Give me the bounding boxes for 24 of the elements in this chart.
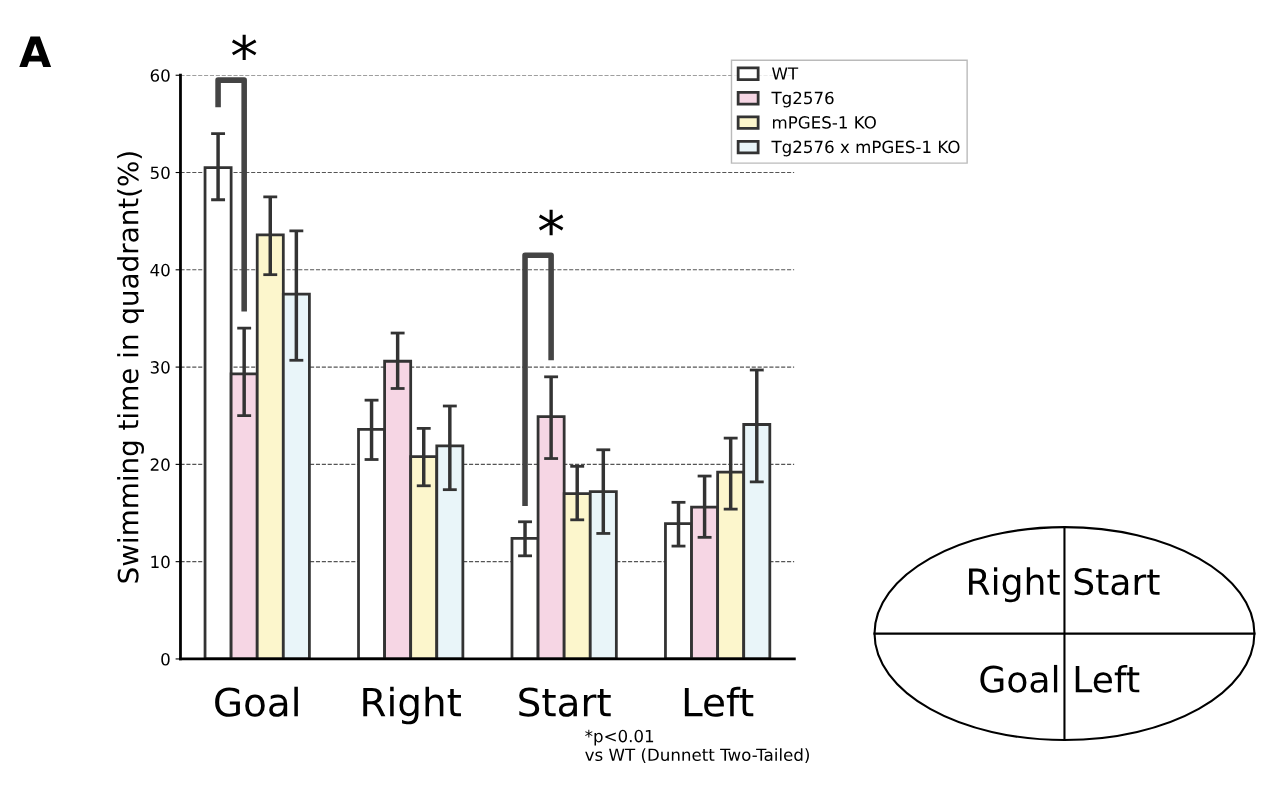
y-tick-label: 10 [151, 555, 170, 569]
y-tick-label: 50 [150, 166, 170, 180]
legend-label: WT [772, 67, 799, 80]
x-tick-label: Right [363, 686, 461, 725]
legend-label: Tg2576 x mPGES-1 KO [771, 140, 960, 157]
y-tick-label: 0 [161, 652, 170, 666]
y-axis-title: Swimming time in quadrant(%) [117, 152, 144, 583]
legend-label: Tg2576 [771, 91, 834, 108]
y-tick-label: 30 [150, 361, 170, 374]
text: Left [1075, 664, 1140, 693]
text: * [231, 34, 257, 61]
annotation: * [538, 209, 564, 236]
text: Start [1074, 567, 1160, 596]
text: *p<0.01 vs WT (Dunnett Two-Tailed) [585, 729, 809, 764]
x-tick-label: Left [684, 686, 754, 717]
y-tick-label: 20 [150, 458, 170, 471]
legend-label: mPGES-1 KO [772, 116, 876, 129]
text: Goal [980, 664, 1058, 693]
y-tick-label: 60 [150, 69, 170, 82]
x-tick-label: Goal [215, 686, 298, 717]
text: Right [969, 567, 1060, 603]
x-tick-label: Start [519, 687, 611, 717]
text: A [19, 36, 52, 67]
y-tick-label: 40 [150, 263, 170, 277]
